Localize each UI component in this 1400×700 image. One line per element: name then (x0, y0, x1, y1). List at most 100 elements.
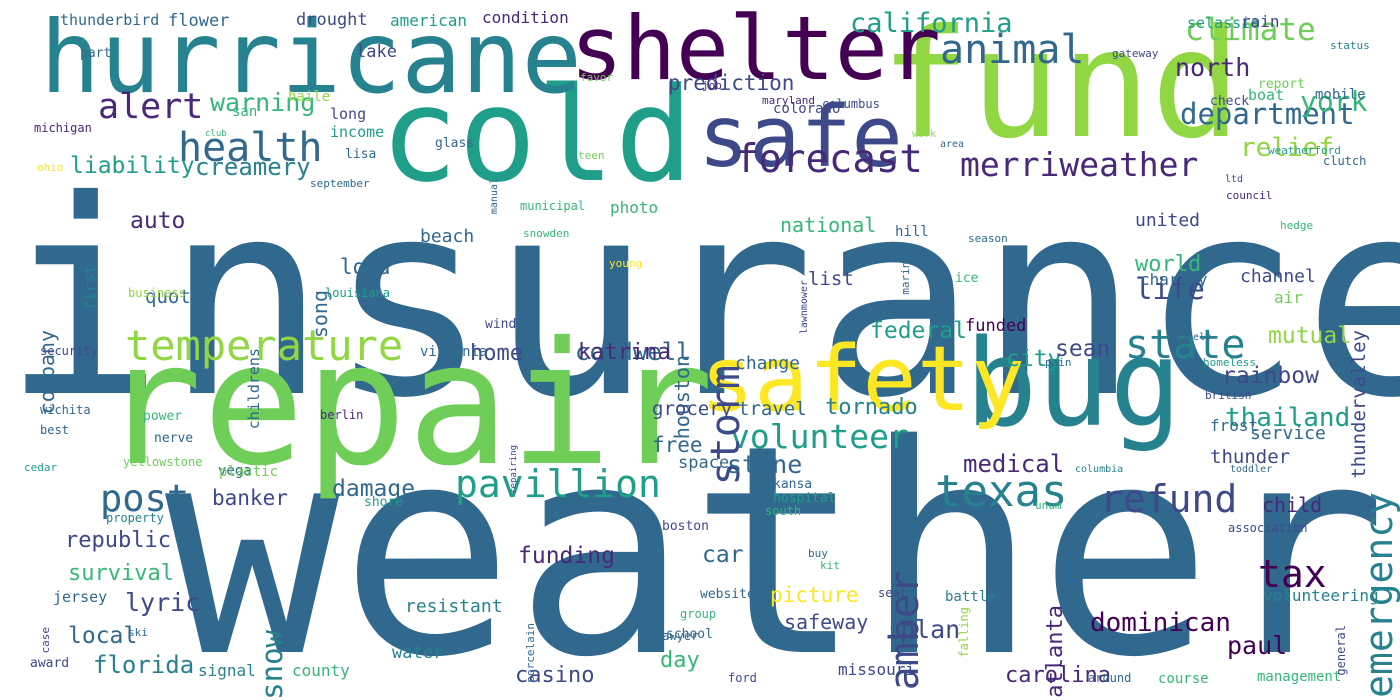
cloud-word: carolina (1005, 663, 1111, 688)
cloud-word: grocery (652, 398, 733, 420)
cloud-word: quote (145, 286, 203, 308)
cloud-word: cedar (24, 461, 58, 474)
cloud-word: status (1330, 39, 1370, 52)
cloud-word: safeway (784, 610, 869, 634)
cloud-word: maryland (762, 94, 815, 107)
cloud-word: hospital (773, 491, 836, 506)
cloud-word: doe (890, 621, 912, 635)
cloud-word: plastic (219, 464, 279, 480)
cloud-word: berlin (320, 408, 364, 422)
cloud-word: jersey (53, 588, 108, 606)
cloud-word: yellowstone (123, 455, 203, 469)
cloud-word: channel (1240, 266, 1316, 287)
cloud-word: repair (100, 306, 715, 504)
cloud-word: post (100, 477, 190, 520)
cloud-word: car (702, 542, 744, 568)
cloud-word: atlanta (1043, 605, 1068, 698)
cloud-word: home (470, 341, 523, 366)
cloud-word: resistant (405, 596, 503, 617)
cloud-word: casino (515, 663, 595, 688)
cloud-word: gateway (1112, 47, 1159, 60)
cloud-word: pavillion (455, 462, 661, 506)
cloud-word: charity (1140, 270, 1208, 289)
cloud-word: lyric (125, 588, 201, 617)
cloud-word: city (1006, 346, 1062, 372)
cloud-word: banker (212, 486, 288, 510)
cloud-word: thunder (1210, 446, 1291, 468)
cloud-word: local (68, 623, 138, 649)
cloud-word: department (1180, 97, 1355, 131)
cloud-word: falling (957, 607, 971, 658)
cloud-word: california (850, 8, 1013, 39)
cloud-word: national (780, 213, 877, 237)
cloud-word: child (1262, 493, 1323, 517)
cloud-word: area (940, 139, 965, 150)
cloud-word: teen (578, 149, 605, 162)
cloud-word: ford (728, 671, 757, 685)
cloud-word: lisa (345, 147, 377, 162)
cloud-word: club (205, 129, 227, 139)
cloud-word: association (1228, 521, 1308, 535)
cloud-word: municipal (520, 199, 586, 213)
cloud-word: federal (870, 318, 967, 344)
cloud-word: check (1210, 94, 1250, 109)
cloud-word: rain (1241, 12, 1280, 31)
cloud-word: british (1205, 389, 1252, 402)
cloud-word: forecast (735, 137, 923, 182)
cloud-word: united (1135, 210, 1201, 231)
cloud-word: wind (485, 317, 517, 332)
cloud-word: mutual (1268, 323, 1352, 349)
cloud-word: climate (1185, 12, 1316, 48)
cloud-word: battle (945, 589, 996, 605)
cloud-word: best (40, 423, 69, 437)
cloud-word: coldwell (575, 338, 691, 366)
cloud-word: pain (1045, 356, 1072, 369)
cloud-word: florida (93, 651, 195, 679)
cloud-word: season (968, 232, 1008, 245)
cloud-word: space (678, 453, 730, 473)
cloud-word: snowden (523, 227, 570, 240)
cloud-word: plan (900, 615, 961, 644)
cloud-word: ice (955, 271, 979, 286)
cloud-word: business (128, 286, 186, 300)
cloud-word: damage (332, 476, 416, 502)
cloud-word: group (680, 607, 717, 621)
cloud-word: health (178, 125, 323, 171)
cloud-word: beach (420, 226, 475, 247)
cloud-word: list (808, 268, 854, 290)
cloud-word: san (232, 104, 258, 120)
cloud-word: medical (963, 450, 1065, 478)
cloud-word: texas (935, 466, 1068, 517)
cloud-word: manual (489, 178, 500, 215)
cloud-word: thailand (1225, 403, 1351, 433)
cloud-word: lawnmower (799, 280, 810, 335)
cloud-word: picture (770, 583, 859, 607)
cloud-word: frost (1210, 416, 1259, 435)
cloud-word: long (330, 105, 367, 123)
cloud-word: job (702, 79, 722, 92)
cloud-word: tax (1258, 552, 1327, 596)
cloud-word: lake (356, 42, 397, 62)
cloud-word: paul (1227, 631, 1288, 660)
cloud-word: hurricane (40, 0, 582, 116)
cloud-word: dominican (1090, 608, 1231, 638)
cloud-word: katrina (578, 340, 671, 365)
cloud-word: rainbow (1222, 363, 1319, 389)
cloud-word: creamery (195, 153, 311, 181)
cloud-word: water (392, 643, 444, 663)
cloud-word: temperature (125, 321, 404, 370)
cloud-word: nerve (154, 431, 194, 446)
cloud-word: north (1175, 53, 1251, 82)
cloud-word: warning (210, 88, 316, 117)
cloud-word: drought (296, 10, 368, 30)
cloud-word: thunderbird (60, 11, 160, 29)
cloud-word: report (1258, 77, 1305, 92)
cloud-word: award (30, 656, 70, 671)
cloud-word: day (660, 648, 700, 673)
cloud-word: prediction (668, 71, 795, 95)
cloud-word: cold (380, 59, 694, 211)
cloud-word: colorado (773, 101, 841, 117)
cloud-word: toddler (1230, 464, 1273, 475)
cloud-word: clutch (1323, 154, 1367, 168)
cloud-word: safety (700, 327, 1026, 432)
